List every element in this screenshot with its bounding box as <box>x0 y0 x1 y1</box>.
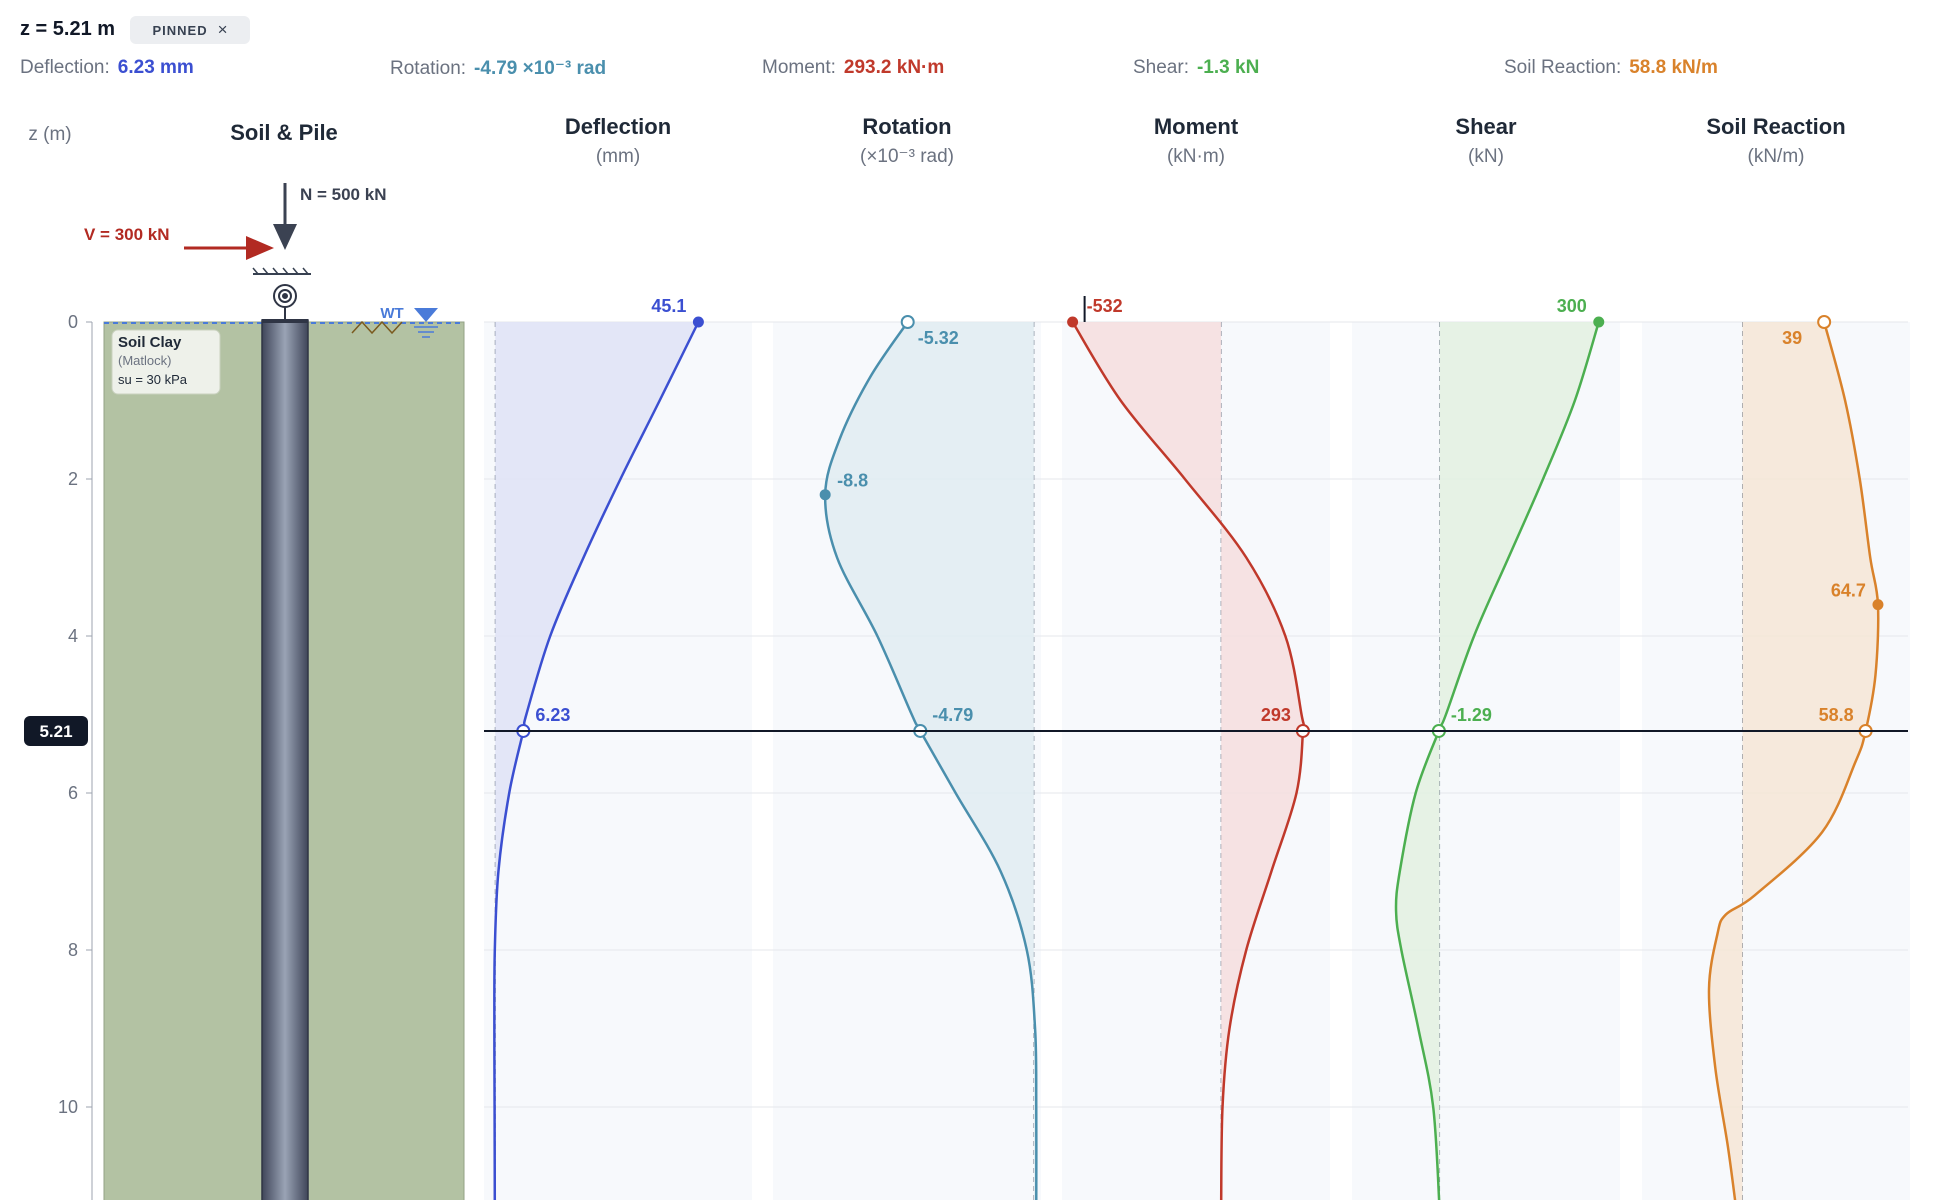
readout-label: Rotation: <box>390 58 467 79</box>
series-panels: Deflection (mm) 45.1 6.23 Rotation (×10⁻³ rad… <box>493 114 1884 1200</box>
series-deflection: Deflection (mm) 45.1 6.23 <box>493 114 704 1200</box>
cursor-depth-value: 5.21 <box>39 722 72 741</box>
data-point-marker[interactable] <box>1817 315 1832 329</box>
axial-load-arrow-icon <box>273 183 297 250</box>
axis-tick-label: 6 <box>68 783 78 803</box>
data-label-shear: 300 <box>1557 296 1587 316</box>
data-label-shear: -1.29 <box>1451 705 1492 725</box>
area-fill-shear <box>1395 322 1599 1200</box>
data-label-soil_reaction: 39 <box>1782 328 1802 348</box>
area-fill-rotation <box>825 322 1037 1200</box>
data-point-marker[interactable] <box>692 316 704 328</box>
readout-label: Deflection: <box>20 57 110 78</box>
data-label-soil_reaction: 64.7 <box>1831 581 1866 601</box>
rotational-spring-icon <box>273 284 297 320</box>
depth-axis-label: z (m) <box>28 124 71 145</box>
area-fill-deflection <box>494 322 699 1200</box>
readout-label: Soil Reaction: <box>1504 57 1622 78</box>
readout-moment: Moment: 293.2 kN·m <box>762 57 944 79</box>
data-label-rotation: -8.8 <box>837 471 868 491</box>
data-point-marker[interactable] <box>900 315 915 329</box>
curve-soil_reaction <box>1707 321 1880 1200</box>
depth-cursor[interactable]: 5.21 <box>24 715 1908 746</box>
axis-tick-label: 10 <box>58 1097 78 1117</box>
data-label-rotation: -5.32 <box>918 328 959 348</box>
water-table-icon <box>414 308 438 338</box>
readout-soil-reaction: Soil Reaction: 58.8 kN/m <box>1504 57 1718 79</box>
data-label-moment: -532 <box>1087 296 1123 316</box>
panel-unit-deflection: (mm) <box>596 146 640 167</box>
lateral-load-label: V = 300 kN <box>84 225 170 244</box>
series-shear: Shear (kN) 300 -1.29 <box>1394 114 1605 1200</box>
soil-layer-label: Soil Clay (Matlock) su = 30 kPa <box>111 329 221 395</box>
cursor-depth-badge <box>24 715 88 746</box>
panel-unit-soil_reaction: (kN/m) <box>1748 146 1805 167</box>
soil-pile-title: Soil & Pile <box>230 120 338 145</box>
data-label-moment: 293 <box>1261 705 1291 725</box>
pinned-badge[interactable]: PINNED × <box>130 16 250 44</box>
readout-deflection: Deflection: 6.23 mm <box>20 57 194 79</box>
ground-surface-hatch <box>351 320 403 335</box>
panel-title-soil_reaction: Soil Reaction <box>1706 114 1845 139</box>
data-point-marker[interactable] <box>1067 316 1079 328</box>
data-label-soil_reaction: 58.8 <box>1819 705 1854 725</box>
panel-title-moment: Moment <box>1154 114 1239 139</box>
panel-unit-shear: (kN) <box>1468 146 1504 167</box>
panel-title-shear: Shear <box>1455 114 1517 139</box>
data-label-deflection: 6.23 <box>535 705 570 725</box>
axis-tick-label: 2 <box>68 469 78 489</box>
area-fill-soil_reaction <box>1708 322 1879 1200</box>
panel-title-rotation: Rotation <box>862 114 951 139</box>
readout-label: Shear: <box>1133 57 1189 78</box>
curve-shear <box>1394 321 1600 1200</box>
curve-rotation <box>823 321 1038 1200</box>
data-point-marker[interactable] <box>1872 599 1884 611</box>
unpin-close-icon[interactable]: × <box>217 20 228 39</box>
data-point-marker[interactable] <box>819 489 831 501</box>
axis-tick-label: 0 <box>68 312 78 332</box>
readout-value: 58.8 kN/m <box>1629 57 1718 78</box>
axis-tick-label: 8 <box>68 940 78 960</box>
series-soil_reaction: Soil Reaction (kN/m) 39 64.7 58.8 <box>1706 114 1884 1200</box>
readout-value: 6.23 mm <box>117 57 194 78</box>
panel-unit-rotation: (×10⁻³ rad) <box>860 146 954 167</box>
layer-name: Soil Clay <box>118 334 182 351</box>
layer-model: (Matlock) <box>118 353 171 368</box>
readout-label: Moment: <box>762 57 836 78</box>
pile-shaft <box>261 319 309 1200</box>
data-label-rotation: -4.79 <box>932 705 973 725</box>
pinned-label: PINNED <box>152 22 208 38</box>
data-point-marker[interactable] <box>1593 316 1605 328</box>
readout-value: 293.2 kN·m <box>843 57 945 78</box>
panel-title-deflection: Deflection <box>565 114 671 139</box>
data-label-deflection: 45.1 <box>651 296 686 316</box>
lateral-load-arrow-icon <box>184 236 274 260</box>
readout-value: -1.3 kN <box>1196 57 1260 78</box>
depth-axis-ticks: 0 2 4 6 8 10 <box>58 312 92 1117</box>
axial-load-label: N = 500 kN <box>300 185 386 204</box>
water-table-label: WT <box>380 305 403 322</box>
pile-head-cap <box>262 319 308 323</box>
area-fill-moment <box>1072 322 1304 1200</box>
depth-readout-title: z = 5.21 m <box>20 18 116 40</box>
axis-tick-label: 4 <box>68 626 78 646</box>
readout-rotation: Rotation: -4.79 ×10⁻³ rad <box>390 57 606 80</box>
readout-shear: Shear: -1.3 kN <box>1133 57 1259 79</box>
probe-header: z = 5.21 m PINNED × Deflection: 6.23 mm R… <box>0 0 1936 90</box>
pinned-head-support-icon <box>252 267 311 275</box>
series-rotation: Rotation (×10⁻³ rad) -5.32 -8.8 -4.79 <box>819 114 1038 1200</box>
readout-value: -4.79 ×10⁻³ rad <box>474 58 607 79</box>
layer-strength: su = 30 kPa <box>118 372 188 387</box>
panel-unit-moment: (kN·m) <box>1167 146 1225 167</box>
